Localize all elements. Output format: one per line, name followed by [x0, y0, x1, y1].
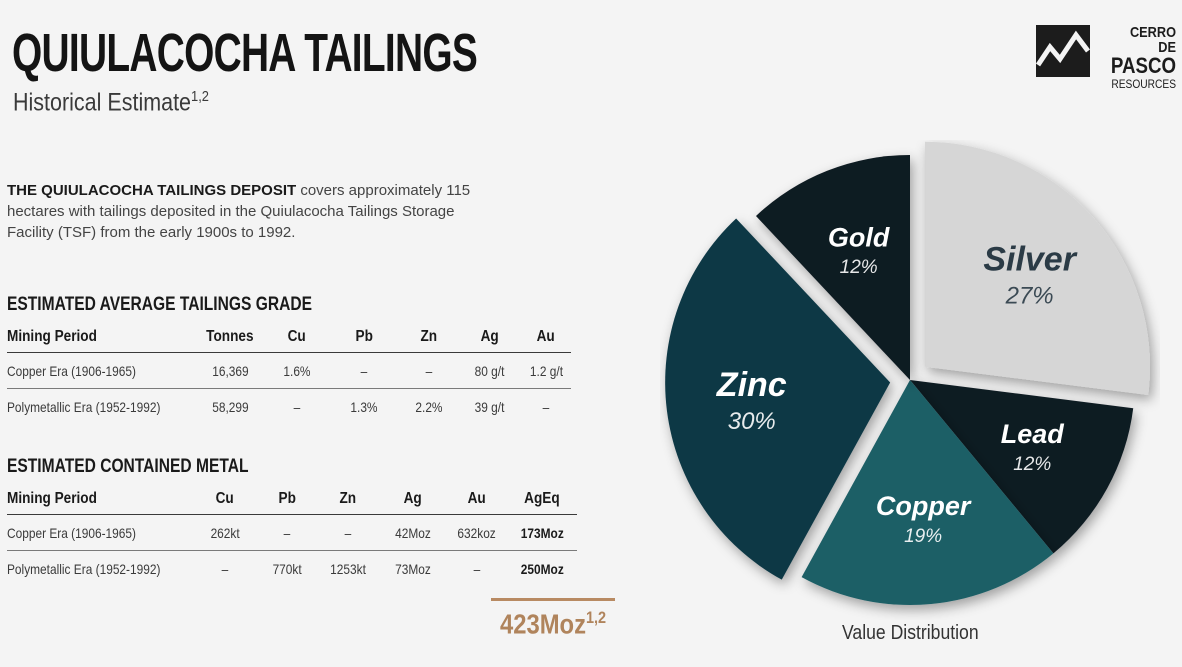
- chart-caption: Value Distribution: [842, 622, 979, 644]
- column-header: Au: [521, 322, 571, 353]
- table-row: Polymetallic Era (1952-1992) 58,299 – 1.…: [7, 389, 571, 425]
- pie-slice-gold: [755, 155, 910, 380]
- pie-slice-zinc: [665, 218, 891, 580]
- grade-table-heading: ESTIMATED AVERAGE TAILINGS GRADE: [7, 294, 312, 315]
- table-cell: –: [257, 514, 317, 551]
- table-cell: –: [473, 560, 481, 577]
- total-value: 423Moz: [500, 608, 586, 640]
- table-cell: 39 g/t: [475, 398, 505, 415]
- total-agEq: 423Moz1,2: [500, 608, 606, 640]
- table-cell: –: [317, 514, 379, 551]
- mountain-logo-icon: [1036, 25, 1090, 77]
- table-cell: 73Moz: [395, 560, 431, 577]
- total-footnote: 1,2: [585, 608, 607, 627]
- table-cell: 173Moz: [507, 514, 577, 551]
- pie-slices: [665, 141, 1151, 605]
- company-logo: CERRO DE PASCO RESOURCES: [1036, 25, 1176, 90]
- pie-label-lead: Lead: [1001, 419, 1065, 449]
- table-cell: 42Moz: [379, 514, 447, 551]
- metal-table: Mining Period Cu Pb Zn Ag Au AgEq Copper…: [7, 484, 577, 586]
- table-cell: Copper Era (1906-1965): [7, 514, 193, 551]
- table-cell: –: [221, 560, 229, 577]
- pie-slice-silver: [925, 141, 1151, 395]
- page-title: QUIULACOCHA TAILINGS: [12, 23, 478, 83]
- column-header: Cu: [193, 484, 257, 515]
- pie-percent-zinc: 30%: [728, 408, 776, 435]
- table-cell: 250Moz: [520, 560, 564, 577]
- total-accent-bar: [491, 598, 615, 601]
- table-cell: Copper Era (1906-1965): [7, 352, 195, 389]
- table-cell: Polymetallic Era (1952-1992): [7, 398, 161, 415]
- subtitle-text: Historical Estimate: [13, 88, 192, 117]
- logo-line-1: CERRO DE: [1129, 24, 1176, 56]
- pie-slice-copper: [801, 380, 1054, 605]
- subtitle-footnote: 1,2: [191, 88, 209, 105]
- table-cell: 770kt: [272, 560, 302, 577]
- intro-lead: THE QUIULACOCHA TAILINGS DEPOSIT: [7, 182, 297, 199]
- pie-labels: Silver 27% Lead 12% Copper 19% Zinc 30% Gold 12%: [716, 222, 1078, 547]
- pie-label-gold: Gold: [828, 222, 890, 252]
- table-cell: 1.6%: [265, 352, 329, 389]
- column-header: Tonnes: [195, 322, 265, 353]
- table-cell: 1.3%: [350, 398, 378, 415]
- pie-label-zinc: Zinc: [716, 366, 787, 404]
- pie-percent-gold: 12%: [840, 257, 878, 278]
- table-cell: –: [542, 398, 550, 415]
- table-row: Copper Era (1906-1965) 262kt – – 42Moz 6…: [7, 514, 577, 551]
- column-header: Pb: [257, 484, 317, 515]
- table-cell: –: [293, 398, 301, 415]
- metal-table-heading: ESTIMATED CONTAINED METAL: [7, 456, 249, 477]
- column-header: Pb: [329, 322, 399, 353]
- intro-paragraph: THE QUIULACOCHA TAILINGS DEPOSIT covers …: [7, 180, 487, 243]
- column-header: Zn: [317, 484, 379, 515]
- table-cell: 262kt: [193, 514, 257, 551]
- column-header: Au: [447, 484, 507, 515]
- table-header-row: Mining Period Cu Pb Zn Ag Au AgEq: [7, 484, 577, 515]
- table-cell: 2.2%: [415, 398, 443, 415]
- logo-line-3: RESOURCES: [1111, 77, 1176, 91]
- logo-wordmark: CERRO DE PASCO RESOURCES: [1098, 25, 1176, 90]
- column-header: AgEq: [507, 484, 577, 515]
- table-cell: Polymetallic Era (1952-1992): [7, 560, 161, 577]
- table-row: Polymetallic Era (1952-1992) – 770kt 125…: [7, 551, 577, 587]
- table-header-row: Mining Period Tonnes Cu Pb Zn Ag Au: [7, 322, 571, 353]
- table-cell: –: [399, 352, 459, 389]
- pie-percent-silver: 27%: [1005, 282, 1054, 309]
- pie-label-silver: Silver: [983, 241, 1077, 279]
- intro-body: covers approximately 115 hectares with t…: [7, 182, 471, 241]
- column-header: Ag: [379, 484, 447, 515]
- pie-percent-copper: 19%: [904, 526, 942, 547]
- column-header: Zn: [399, 322, 459, 353]
- column-header: Ag: [459, 322, 521, 353]
- table-cell: 58,299: [211, 398, 249, 415]
- table-cell: 80 g/t: [459, 352, 521, 389]
- pie-percent-lead: 12%: [1013, 454, 1051, 475]
- pie-slice-lead: [910, 380, 1134, 554]
- logo-line-2: PASCO: [1110, 53, 1176, 78]
- table-cell: 1253kt: [330, 560, 366, 577]
- grade-table: Mining Period Tonnes Cu Pb Zn Ag Au Copp…: [7, 322, 571, 424]
- table-cell: 1.2 g/t: [521, 352, 571, 389]
- value-distribution-pie-chart: Silver 27% Lead 12% Copper 19% Zinc 30% Gold 12%: [665, 141, 1151, 605]
- page-subtitle: Historical Estimate1,2: [13, 88, 209, 117]
- column-header: Mining Period: [7, 322, 195, 353]
- table-row: Copper Era (1906-1965) 16,369 1.6% – – 8…: [7, 352, 571, 389]
- table-cell: –: [329, 352, 399, 389]
- table-cell: 632koz: [447, 514, 507, 551]
- column-header: Mining Period: [7, 484, 193, 515]
- table-cell: 16,369: [195, 352, 265, 389]
- column-header: Cu: [265, 322, 329, 353]
- pie-label-copper: Copper: [876, 491, 972, 521]
